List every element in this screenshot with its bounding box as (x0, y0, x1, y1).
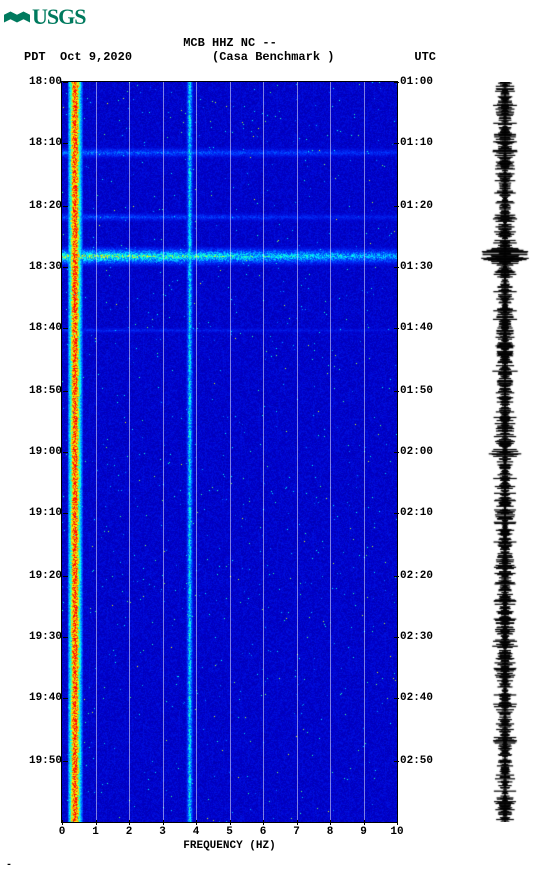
y-tick-label: 18:50 (18, 385, 62, 397)
y-tick-label: 19:10 (18, 507, 62, 519)
y-tick-label: 18:30 (18, 261, 62, 273)
left-tz: PDT (24, 50, 46, 64)
plot-header: MCB HHZ NC -- PDT Oct 9,2020 (Casa Bench… (0, 36, 460, 64)
gridline (364, 82, 365, 822)
gridline (297, 82, 298, 822)
tick-mark (63, 698, 68, 699)
tick-mark (63, 328, 68, 329)
y-tick-label: 18:40 (18, 322, 62, 334)
x-axis-frequency: FREQUENCY (HZ) 012345678910 (62, 826, 397, 846)
x-tick-label: 6 (260, 826, 267, 838)
footer-char: - (6, 860, 12, 871)
spectrogram-plot (62, 82, 397, 822)
x-tick-label: 1 (92, 826, 99, 838)
y-tick-label: 01:20 (400, 200, 444, 212)
x-tick-label: 7 (293, 826, 300, 838)
tick-mark (63, 267, 68, 268)
tick-mark (62, 820, 63, 825)
y-tick-label: 02:20 (400, 570, 444, 582)
x-tick-label: 2 (126, 826, 133, 838)
tick-mark (364, 820, 365, 825)
station-line: MCB HHZ NC -- (0, 36, 460, 50)
y-axis-right-utc: 01:0001:1001:2001:3001:4001:5002:0002:10… (400, 82, 444, 822)
tick-mark (330, 820, 331, 825)
y-tick-label: 19:20 (18, 570, 62, 582)
x-tick-label: 4 (193, 826, 200, 838)
gridline (196, 82, 197, 822)
y-tick-label: 02:50 (400, 755, 444, 767)
tick-mark (230, 820, 231, 825)
gridline (330, 82, 331, 822)
y-axis-left-line (61, 82, 62, 822)
y-tick-label: 01:50 (400, 385, 444, 397)
x-tick-label: 3 (159, 826, 166, 838)
y-tick-label: 01:00 (400, 76, 444, 88)
tick-mark (63, 82, 68, 83)
x-tick-label: 5 (226, 826, 233, 838)
x-tick-label: 9 (360, 826, 367, 838)
tick-mark (263, 820, 264, 825)
tick-mark (63, 391, 68, 392)
waveform-trace (470, 82, 540, 822)
y-tick-label: 02:30 (400, 631, 444, 643)
tick-mark (96, 820, 97, 825)
tick-mark (63, 761, 68, 762)
y-tick-label: 19:50 (18, 755, 62, 767)
y-tick-label: 01:40 (400, 322, 444, 334)
y-axis-left-pdt: 18:0018:1018:2018:3018:4018:5019:0019:10… (18, 82, 62, 822)
tick-mark (63, 576, 68, 577)
tick-mark (63, 637, 68, 638)
tick-mark (297, 820, 298, 825)
y-tick-label: 02:40 (400, 692, 444, 704)
logo-text: USGS (32, 4, 85, 30)
tick-mark (163, 820, 164, 825)
tick-mark (196, 820, 197, 825)
tick-mark (63, 452, 68, 453)
gridline (129, 82, 130, 822)
tick-mark (129, 820, 130, 825)
tick-mark (63, 143, 68, 144)
tick-mark (63, 513, 68, 514)
y-tick-label: 19:00 (18, 446, 62, 458)
gridline (96, 82, 97, 822)
station-name: (Casa Benchmark ) (212, 50, 334, 64)
wave-icon (4, 6, 30, 28)
date: Oct 9,2020 (60, 50, 132, 64)
tick-mark (397, 820, 398, 825)
gridline (263, 82, 264, 822)
right-tz: UTC (414, 50, 436, 64)
x-tick-label: 0 (59, 826, 66, 838)
y-tick-label: 19:30 (18, 631, 62, 643)
top-axis-line (61, 81, 398, 82)
y-tick-label: 01:10 (400, 137, 444, 149)
y-tick-label: 02:10 (400, 507, 444, 519)
y-tick-label: 18:20 (18, 200, 62, 212)
gridline (230, 82, 231, 822)
y-tick-label: 01:30 (400, 261, 444, 273)
usgs-logo: USGS (4, 4, 85, 30)
gridline (163, 82, 164, 822)
x-tick-label: 10 (390, 826, 403, 838)
y-tick-label: 19:40 (18, 692, 62, 704)
y-tick-label: 18:00 (18, 76, 62, 88)
y-tick-label: 02:00 (400, 446, 444, 458)
x-tick-label: 8 (327, 826, 334, 838)
tick-mark (63, 206, 68, 207)
x-axis-label: FREQUENCY (HZ) (62, 840, 397, 852)
y-tick-label: 18:10 (18, 137, 62, 149)
y-axis-right-line (397, 82, 398, 822)
